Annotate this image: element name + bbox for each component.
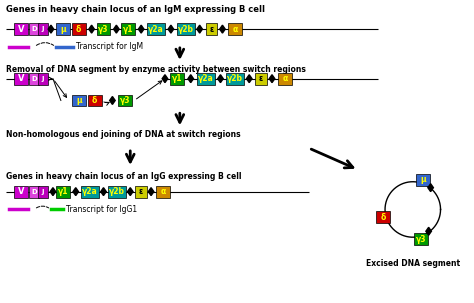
FancyBboxPatch shape bbox=[88, 95, 101, 106]
Text: J: J bbox=[42, 76, 44, 82]
FancyBboxPatch shape bbox=[14, 73, 28, 85]
Polygon shape bbox=[48, 25, 54, 33]
FancyBboxPatch shape bbox=[38, 73, 48, 85]
FancyBboxPatch shape bbox=[206, 23, 218, 35]
Text: J: J bbox=[42, 189, 44, 195]
FancyBboxPatch shape bbox=[81, 186, 99, 198]
Text: J: J bbox=[42, 26, 44, 32]
Polygon shape bbox=[219, 25, 225, 33]
Text: γ3: γ3 bbox=[120, 96, 130, 105]
Text: γ2a: γ2a bbox=[148, 25, 164, 34]
FancyBboxPatch shape bbox=[227, 73, 244, 85]
Text: D: D bbox=[31, 189, 37, 195]
FancyBboxPatch shape bbox=[109, 186, 126, 198]
Polygon shape bbox=[218, 75, 223, 83]
Text: γ2b: γ2b bbox=[228, 74, 243, 83]
Text: μ: μ bbox=[60, 25, 66, 34]
FancyBboxPatch shape bbox=[156, 186, 170, 198]
Text: Transcript for IgM: Transcript for IgM bbox=[76, 42, 143, 52]
FancyBboxPatch shape bbox=[38, 23, 48, 35]
FancyBboxPatch shape bbox=[14, 23, 28, 35]
Text: γ1: γ1 bbox=[172, 74, 182, 83]
Polygon shape bbox=[100, 188, 106, 196]
Text: ε: ε bbox=[210, 25, 214, 34]
FancyBboxPatch shape bbox=[118, 95, 132, 106]
Text: δ: δ bbox=[76, 25, 82, 34]
Polygon shape bbox=[197, 25, 202, 33]
FancyBboxPatch shape bbox=[147, 23, 165, 35]
FancyBboxPatch shape bbox=[255, 73, 267, 85]
Text: δ: δ bbox=[380, 213, 386, 222]
Text: γ2b: γ2b bbox=[178, 25, 194, 34]
Polygon shape bbox=[138, 25, 144, 33]
Polygon shape bbox=[168, 25, 173, 33]
Text: D: D bbox=[31, 26, 37, 32]
Polygon shape bbox=[188, 75, 193, 83]
Polygon shape bbox=[114, 25, 119, 33]
Text: Genes in heavy chain locus of an IgG expressing B cell: Genes in heavy chain locus of an IgG exp… bbox=[6, 172, 242, 181]
Polygon shape bbox=[426, 227, 431, 235]
Text: V: V bbox=[18, 74, 25, 83]
FancyBboxPatch shape bbox=[376, 211, 390, 223]
Text: V: V bbox=[18, 187, 25, 196]
FancyBboxPatch shape bbox=[14, 186, 28, 198]
FancyBboxPatch shape bbox=[29, 73, 39, 85]
Polygon shape bbox=[269, 75, 275, 83]
Polygon shape bbox=[109, 97, 115, 105]
Polygon shape bbox=[428, 184, 433, 191]
Text: μ: μ bbox=[76, 96, 82, 105]
FancyBboxPatch shape bbox=[72, 95, 86, 106]
Text: Removal of DNA segment by enzyme activity between switch regions: Removal of DNA segment by enzyme activit… bbox=[6, 65, 306, 74]
Text: V: V bbox=[18, 25, 25, 34]
Text: γ3: γ3 bbox=[98, 25, 109, 34]
FancyBboxPatch shape bbox=[38, 186, 48, 198]
Text: δ: δ bbox=[92, 96, 97, 105]
Polygon shape bbox=[73, 188, 79, 196]
FancyBboxPatch shape bbox=[177, 23, 195, 35]
FancyBboxPatch shape bbox=[56, 23, 70, 35]
FancyBboxPatch shape bbox=[56, 186, 70, 198]
FancyBboxPatch shape bbox=[416, 174, 429, 186]
FancyBboxPatch shape bbox=[97, 23, 110, 35]
Text: Non-homologous end joining of DNA at switch regions: Non-homologous end joining of DNA at swi… bbox=[6, 130, 241, 139]
FancyBboxPatch shape bbox=[170, 73, 184, 85]
FancyBboxPatch shape bbox=[72, 23, 86, 35]
Polygon shape bbox=[148, 188, 154, 196]
FancyBboxPatch shape bbox=[414, 233, 428, 245]
Text: α: α bbox=[160, 187, 165, 196]
Text: ε: ε bbox=[139, 187, 143, 196]
FancyBboxPatch shape bbox=[29, 23, 39, 35]
FancyBboxPatch shape bbox=[29, 186, 39, 198]
Text: Genes in heavy chain locus of an IgM expressing B cell: Genes in heavy chain locus of an IgM exp… bbox=[6, 5, 265, 14]
FancyBboxPatch shape bbox=[135, 186, 147, 198]
Text: γ1: γ1 bbox=[58, 187, 68, 196]
Text: α: α bbox=[283, 74, 288, 83]
Text: μ: μ bbox=[420, 175, 426, 184]
Polygon shape bbox=[128, 188, 133, 196]
Polygon shape bbox=[50, 188, 56, 196]
Text: ε: ε bbox=[259, 74, 263, 83]
FancyBboxPatch shape bbox=[278, 73, 292, 85]
Text: γ1: γ1 bbox=[123, 25, 134, 34]
Text: γ3: γ3 bbox=[416, 235, 426, 244]
Text: α: α bbox=[233, 25, 238, 34]
FancyBboxPatch shape bbox=[121, 23, 135, 35]
Text: γ2a: γ2a bbox=[82, 187, 98, 196]
Text: Transcript for IgG1: Transcript for IgG1 bbox=[66, 205, 137, 214]
FancyBboxPatch shape bbox=[228, 23, 242, 35]
Text: γ2b: γ2b bbox=[109, 187, 126, 196]
Polygon shape bbox=[89, 25, 94, 33]
FancyBboxPatch shape bbox=[197, 73, 215, 85]
Text: Excised DNA segment: Excised DNA segment bbox=[366, 259, 460, 268]
Polygon shape bbox=[246, 75, 252, 83]
Polygon shape bbox=[162, 75, 168, 83]
Text: γ2a: γ2a bbox=[198, 74, 213, 83]
Text: D: D bbox=[31, 76, 37, 82]
